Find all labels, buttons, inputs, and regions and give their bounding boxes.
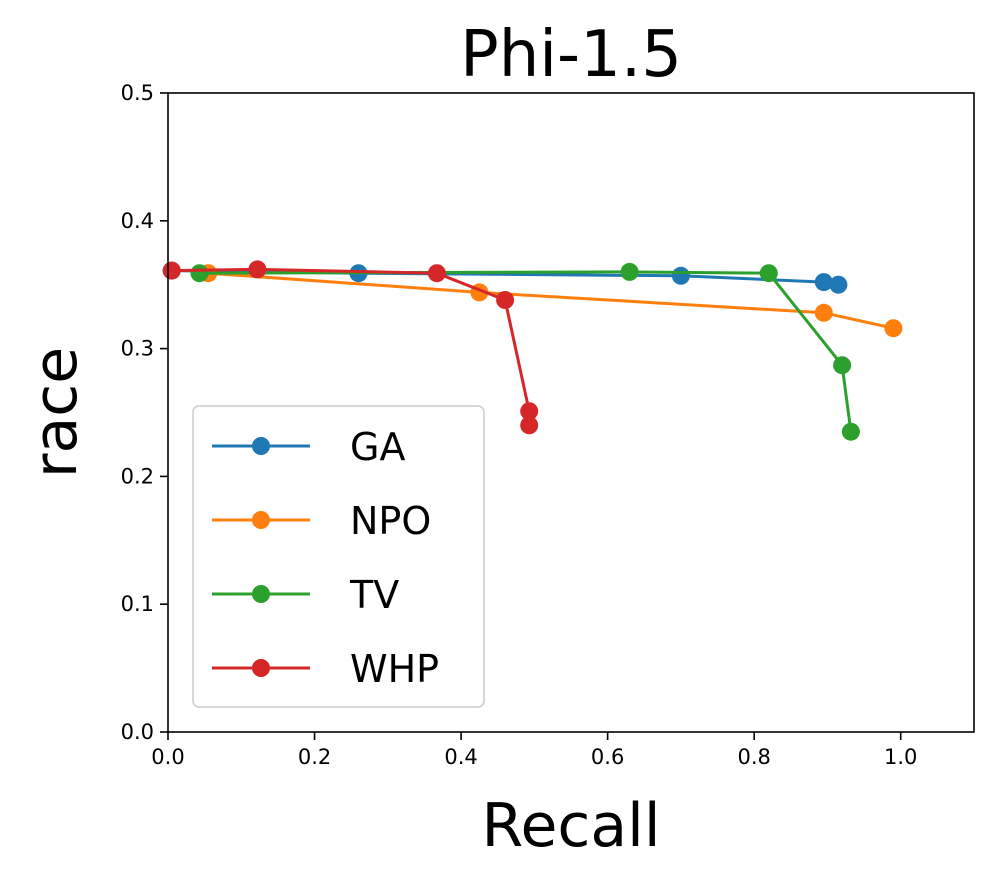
x-tick-label: 0.8 (737, 745, 770, 769)
data-point-whp (162, 261, 181, 280)
series-line-npo (206, 271, 895, 330)
y-tick-label: 0.4 (121, 209, 154, 233)
data-point-tv (759, 264, 778, 283)
x-tick-label: 0.6 (591, 745, 624, 769)
x-tick-label: 0.4 (444, 745, 477, 769)
axes: 0.0 0.2 0.4 0.6 0.8 1.0 0.0 0.1 0.2 0.3 0.4 0.5 (121, 81, 975, 769)
legend-label: GA (350, 425, 405, 469)
data-point-ga (814, 273, 833, 292)
chart-title: Phi-1.5 (460, 18, 682, 92)
legend-marker (252, 585, 270, 603)
data-point-tv (190, 264, 209, 283)
y-tick-label: 0.3 (121, 337, 154, 361)
legend-marker (252, 659, 270, 677)
data-point-tv (620, 262, 639, 281)
legend-entry-tv: TV (212, 573, 399, 617)
legend-entry-npo: NPO (212, 499, 431, 543)
data-point-npo (884, 319, 903, 338)
data-point-whp (520, 416, 539, 435)
x-tick-label: 0.2 (298, 745, 331, 769)
y-tick-label: 0.1 (121, 592, 154, 616)
legend-label: NPO (350, 499, 431, 543)
x-tick-label: 0.0 (151, 745, 184, 769)
data-point-tv (833, 356, 852, 375)
data-point-whp (496, 291, 515, 309)
data-point-ga (829, 275, 848, 294)
legend-label: TV (349, 573, 399, 617)
x-axis-label: Recall (481, 791, 660, 861)
axes-frame (167, 92, 975, 733)
legend-entry-ga: GA (212, 425, 405, 469)
data-point-whp (427, 264, 446, 283)
y-axis-label: race (21, 347, 91, 478)
y-tick-label: 0.5 (121, 81, 154, 105)
data-point-ga (671, 266, 690, 285)
series-whp (162, 260, 539, 435)
series-tv (190, 262, 860, 441)
y-tick-label: 0.2 (121, 464, 154, 488)
data-point-whp (520, 402, 539, 421)
legend: GA NPO TV WHP (192, 405, 485, 708)
data-point-whp (248, 260, 267, 279)
legend-label: WHP (350, 647, 439, 691)
data-point-npo (814, 303, 833, 322)
x-tick-label: 1.0 (884, 745, 917, 769)
legend-box (192, 405, 485, 708)
plot-area (162, 260, 903, 441)
data-point-tv (841, 422, 860, 441)
legend-marker (252, 437, 270, 455)
legend-marker (252, 511, 270, 529)
y-tick-label: 0.0 (121, 720, 154, 744)
legend-entry-whp: WHP (212, 647, 439, 691)
